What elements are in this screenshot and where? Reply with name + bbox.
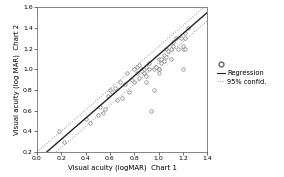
Point: [83, 118, 88, 121]
Point: [144, 74, 149, 77]
Point: [139, 68, 144, 71]
Point: [139, 70, 144, 73]
Point: [147, 68, 151, 71]
Point: [144, 66, 149, 69]
Point: [134, 66, 139, 69]
Point: [142, 68, 146, 71]
Point: [61, 140, 66, 143]
Point: [159, 62, 163, 64]
Point: [161, 60, 166, 62]
Point: [137, 76, 141, 79]
Point: [98, 105, 103, 108]
Point: [115, 99, 120, 102]
Y-axis label: Visual acuity (log MAR)  Chart 2: Visual acuity (log MAR) Chart 2: [14, 24, 20, 135]
Point: [122, 82, 127, 85]
Point: [183, 32, 188, 34]
Point: [132, 80, 137, 83]
Point: [147, 62, 151, 64]
Point: [185, 26, 190, 29]
Point: [130, 78, 134, 81]
Point: [105, 95, 110, 98]
Point: [164, 55, 168, 58]
Point: [181, 47, 185, 50]
Point: [151, 89, 156, 92]
Point: [95, 113, 100, 116]
Point: [149, 109, 154, 112]
Point: [171, 45, 176, 48]
Point: [117, 80, 122, 83]
Point: [142, 72, 146, 75]
Point: [125, 72, 129, 75]
Point: [174, 37, 178, 40]
Point: [132, 68, 137, 71]
Point: [166, 49, 171, 52]
Point: [134, 72, 139, 75]
Point: [164, 47, 168, 50]
Point: [181, 68, 185, 71]
Point: [100, 111, 105, 114]
Point: [171, 41, 176, 44]
Point: [156, 72, 161, 75]
Point: [181, 45, 185, 48]
X-axis label: Visual acuity (logMAR)  Chart 1: Visual acuity (logMAR) Chart 1: [68, 164, 177, 171]
Point: [110, 91, 115, 93]
Point: [168, 47, 173, 50]
Point: [168, 58, 173, 60]
Point: [178, 37, 183, 40]
Point: [156, 68, 161, 71]
Point: [151, 68, 156, 71]
Point: [156, 58, 161, 60]
Point: [127, 91, 132, 93]
Point: [57, 130, 61, 133]
Point: [161, 53, 166, 56]
Point: [183, 47, 188, 50]
Point: [120, 97, 124, 100]
Point: [159, 58, 163, 60]
Point: [154, 66, 158, 69]
Point: [183, 37, 188, 40]
Point: [88, 122, 93, 125]
Point: [112, 87, 117, 89]
Point: [137, 64, 141, 67]
Point: [108, 89, 112, 92]
Point: [176, 47, 180, 50]
Point: [103, 107, 107, 110]
Point: [156, 68, 161, 71]
Legend: , Regression, 95% confid.: , Regression, 95% confid.: [218, 61, 267, 85]
Point: [144, 80, 149, 83]
